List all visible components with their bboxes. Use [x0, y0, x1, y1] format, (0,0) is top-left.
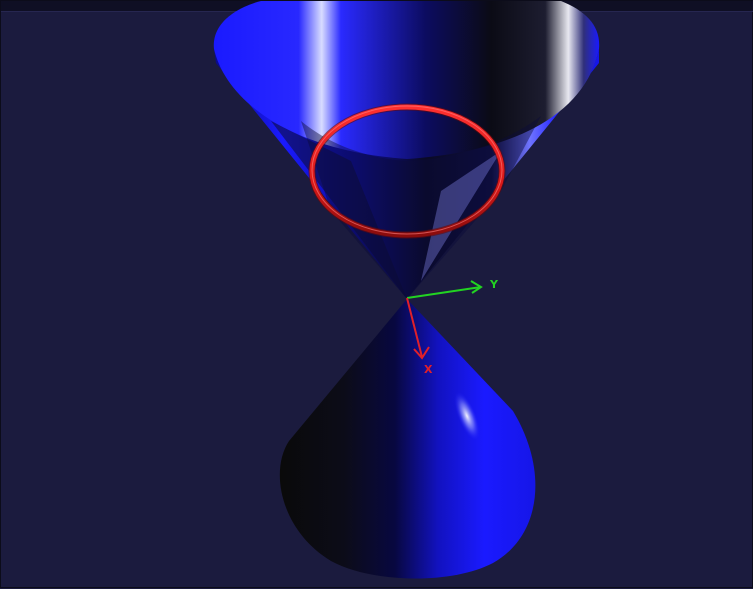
x-axis-label: X: [424, 363, 433, 376]
intersection-circle[interactable]: [308, 103, 506, 239]
upper-cone[interactable]: [213, 1, 600, 299]
lower-cone[interactable]: [279, 299, 536, 579]
x-axis-arrow: [406, 297, 430, 360]
y-axis-arrow: [406, 280, 483, 299]
axes-gizmo: Y X: [406, 278, 499, 376]
y-axis-label: Y: [489, 278, 499, 291]
